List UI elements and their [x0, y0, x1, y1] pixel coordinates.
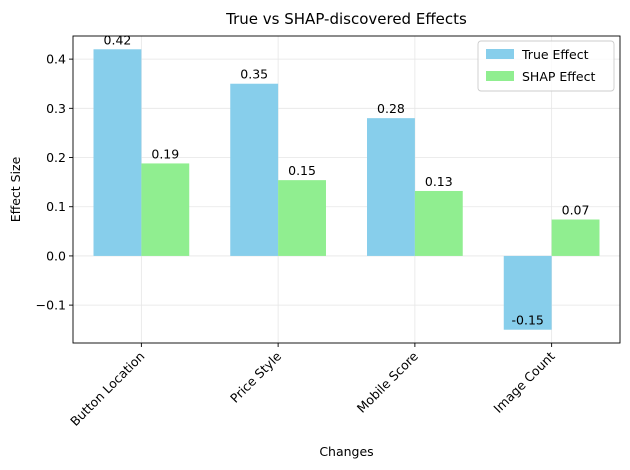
bars-layer: [93, 49, 600, 330]
y-tick-label: 0.4: [46, 52, 66, 67]
data-label: 0.19: [151, 146, 179, 161]
x-tick-label: Image Count: [490, 348, 557, 415]
bar-shap-effect: [278, 180, 326, 256]
y-tick-label: 0.3: [46, 101, 66, 116]
data-label: 0.15: [288, 163, 316, 178]
y-tick-label: 0.0: [46, 248, 66, 263]
bar-shap-effect: [551, 219, 600, 256]
x-axis: Button Location Price Style Mobile Score Im…: [67, 343, 558, 429]
y-axis-title: Effect Size: [8, 156, 23, 222]
data-label: 0.28: [377, 101, 405, 116]
data-label: -0.15: [512, 313, 544, 328]
x-tick-label: Price Style: [227, 348, 284, 405]
y-tick-label: −0.1: [36, 298, 66, 313]
bar-shap-effect: [414, 190, 463, 256]
bar-shap-effect: [141, 163, 190, 256]
bar-true-effect: [503, 255, 552, 330]
bar-true-effect: [93, 49, 142, 256]
y-tick-label: 0.2: [46, 150, 66, 165]
data-labels-layer: 0.42 0.35 0.28 -0.15 0.19 0.15 0.13 0.07: [104, 32, 590, 327]
x-tick-label: Mobile Score: [354, 348, 421, 415]
data-label: 0.13: [425, 174, 453, 189]
data-label: 0.35: [240, 67, 268, 82]
plot-frame: [72, 35, 621, 344]
x-axis-title: Changes: [319, 444, 373, 459]
chart-title: True vs SHAP-discovered Effects: [225, 10, 467, 28]
bar-true-effect: [367, 118, 415, 256]
legend-label-true-effect: True Effect: [521, 47, 589, 62]
data-label: 0.42: [104, 32, 132, 47]
legend-swatch-true-effect: [486, 49, 514, 59]
y-tick-label: 0.1: [46, 199, 66, 214]
legend-label-shap-effect: SHAP Effect: [522, 69, 595, 84]
legend: True Effect SHAP Effect: [477, 40, 615, 92]
x-tick-label: Button Location: [67, 349, 147, 429]
y-axis: −0.1 0.0 0.1 0.2 0.3 0.4: [36, 52, 73, 313]
bar-true-effect: [230, 83, 279, 256]
legend-swatch-shap-effect: [486, 71, 514, 81]
data-label: 0.07: [562, 203, 590, 218]
